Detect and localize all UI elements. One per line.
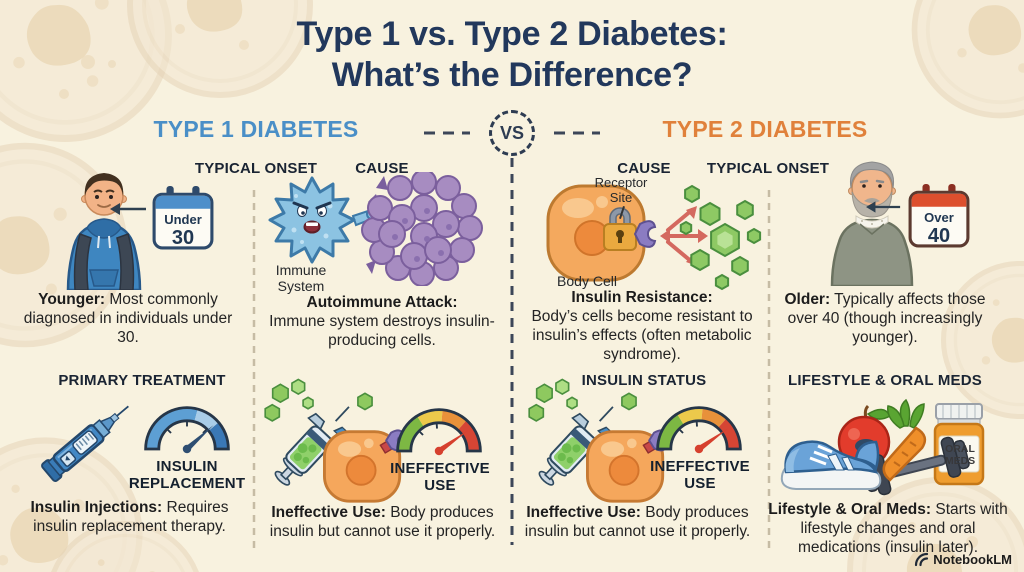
ineffective-use-gauge-icon: [392, 398, 486, 457]
caption-type1-status: Ineffective Use: Body produces insulin b…: [269, 504, 496, 540]
insulin-pen-icon: [41, 405, 129, 482]
arrow-left-icon: [110, 203, 146, 215]
calendar-under-30-icon: [152, 186, 214, 250]
caption-type1-cause: Autoimmune Attack: Immune system destroys…: [269, 294, 495, 349]
carrot-icon: [882, 398, 927, 482]
notebooklm-logo-icon: [915, 552, 929, 567]
label-type2-typical-onset: TYPICAL ONSET: [706, 160, 830, 177]
ineffective-use-gauge-icon: [652, 396, 746, 455]
label-insulin-status: INSULIN STATUS: [581, 372, 707, 389]
label-primary-treatment: PRIMARY TREATMENT: [58, 372, 226, 389]
vs-badge: VS: [489, 110, 535, 156]
lifestyle-items-icon: [780, 398, 985, 496]
watermark-text: NotebookLM: [933, 552, 1012, 567]
insulin-resistance-icon: [546, 184, 762, 291]
insulin-replacement-label: INSULIN REPLACEMENT: [128, 458, 246, 492]
page-title-line1: Type 1 vs. Type 2 Diabetes:: [296, 15, 728, 53]
sneaker-icon: [780, 439, 882, 490]
calendar-over-40-icon: [908, 184, 970, 248]
type2-header: TYPE 2 DIABETES: [662, 116, 868, 142]
ineffective-use-label: INEFFECTIVE USE: [390, 460, 490, 494]
type1-header: TYPE 1 DIABETES: [153, 116, 359, 142]
body-cell-label: Body Cell: [557, 273, 617, 289]
immune-system-label: Immune System: [275, 262, 327, 294]
older-man-icon: [830, 161, 914, 286]
caption-type2-cause: Insulin Resistance: Body’s cells become r…: [531, 289, 753, 363]
label-type1-typical-onset: TYPICAL ONSET: [194, 160, 318, 177]
ineffective-use-label: INEFFECTIVE USE: [650, 458, 750, 492]
caption-type2-onset: Older: Typically affects those over 40 (…: [784, 291, 986, 346]
attacked-cell-cluster-icon: [361, 172, 483, 286]
watermark: NotebookLM: [914, 552, 1012, 567]
caption-type2-status: Ineffective Use: Body produces insulin b…: [524, 504, 751, 540]
label-type2-cause: CAUSE: [617, 160, 671, 177]
label-lifestyle-oral-meds: LIFESTYLE & ORAL MEDS: [788, 372, 982, 389]
caption-type2-treatment: Lifestyle & Oral Meds: Starts with lifes…: [768, 501, 1008, 556]
oral-meds-bottle-label: ORAL MEDS: [944, 443, 976, 467]
young-man-icon: [66, 173, 142, 290]
page-title-line2: What’s the Difference?: [331, 56, 693, 94]
calendar-over-40-text: Over 40: [924, 210, 954, 247]
label-type1-cause: CAUSE: [355, 160, 409, 177]
caption-type1-onset: Younger: Most commonly diagnosed in indi…: [23, 291, 233, 346]
arrow-left-icon: [866, 201, 901, 213]
caption-type1-treatment: Insulin Injections: Requires insulin rep…: [30, 499, 229, 535]
calendar-under-30-text: Under 30: [164, 212, 202, 249]
receptor-site-label: Receptor Site: [594, 175, 648, 205]
insulin-replacement-gauge-icon: [144, 406, 230, 454]
